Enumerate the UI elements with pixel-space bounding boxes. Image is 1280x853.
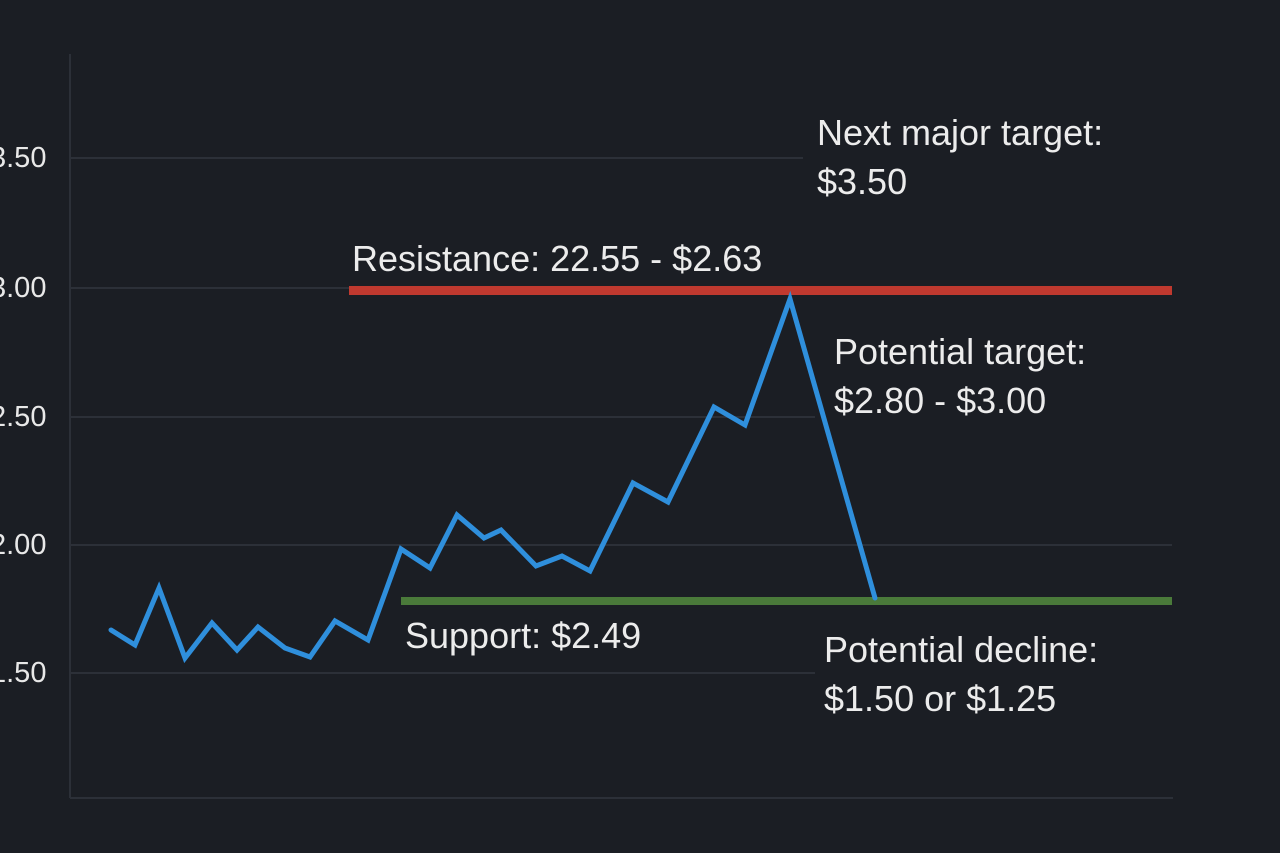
- potential-decline-annotation: Potential decline: $1.50 or $1.25: [824, 626, 1098, 723]
- potential-target-label: Potential target:: [834, 331, 1087, 372]
- potential-decline-label: Potential decline:: [824, 629, 1099, 670]
- y-tick-label: 2.00: [0, 529, 47, 561]
- y-tick-label: 2.50: [0, 401, 47, 433]
- next-target-annotation: Next major target: $3.50: [817, 109, 1103, 206]
- support-line: [401, 597, 1172, 605]
- y-tick-label: 3.00: [0, 272, 47, 304]
- support-annotation: Support: $2.49: [405, 615, 642, 656]
- resistance-line: [349, 286, 1172, 295]
- next-target-value: $3.50: [817, 160, 908, 202]
- potential-target-annotation: Potential target: $2.80 - $3.00: [834, 328, 1086, 425]
- price-line: [108, 290, 878, 664]
- potential-decline-value: $1.50 or $1.25: [824, 677, 1057, 719]
- next-target-label: Next major target:: [817, 112, 1104, 153]
- y-tick-label: 1.50: [0, 657, 47, 689]
- y-tick-label: 3.50: [0, 142, 47, 174]
- potential-target-value: $2.80 - $3.00: [834, 379, 1047, 421]
- resistance-annotation: Resistance: 22.55 - $2.63: [352, 238, 763, 279]
